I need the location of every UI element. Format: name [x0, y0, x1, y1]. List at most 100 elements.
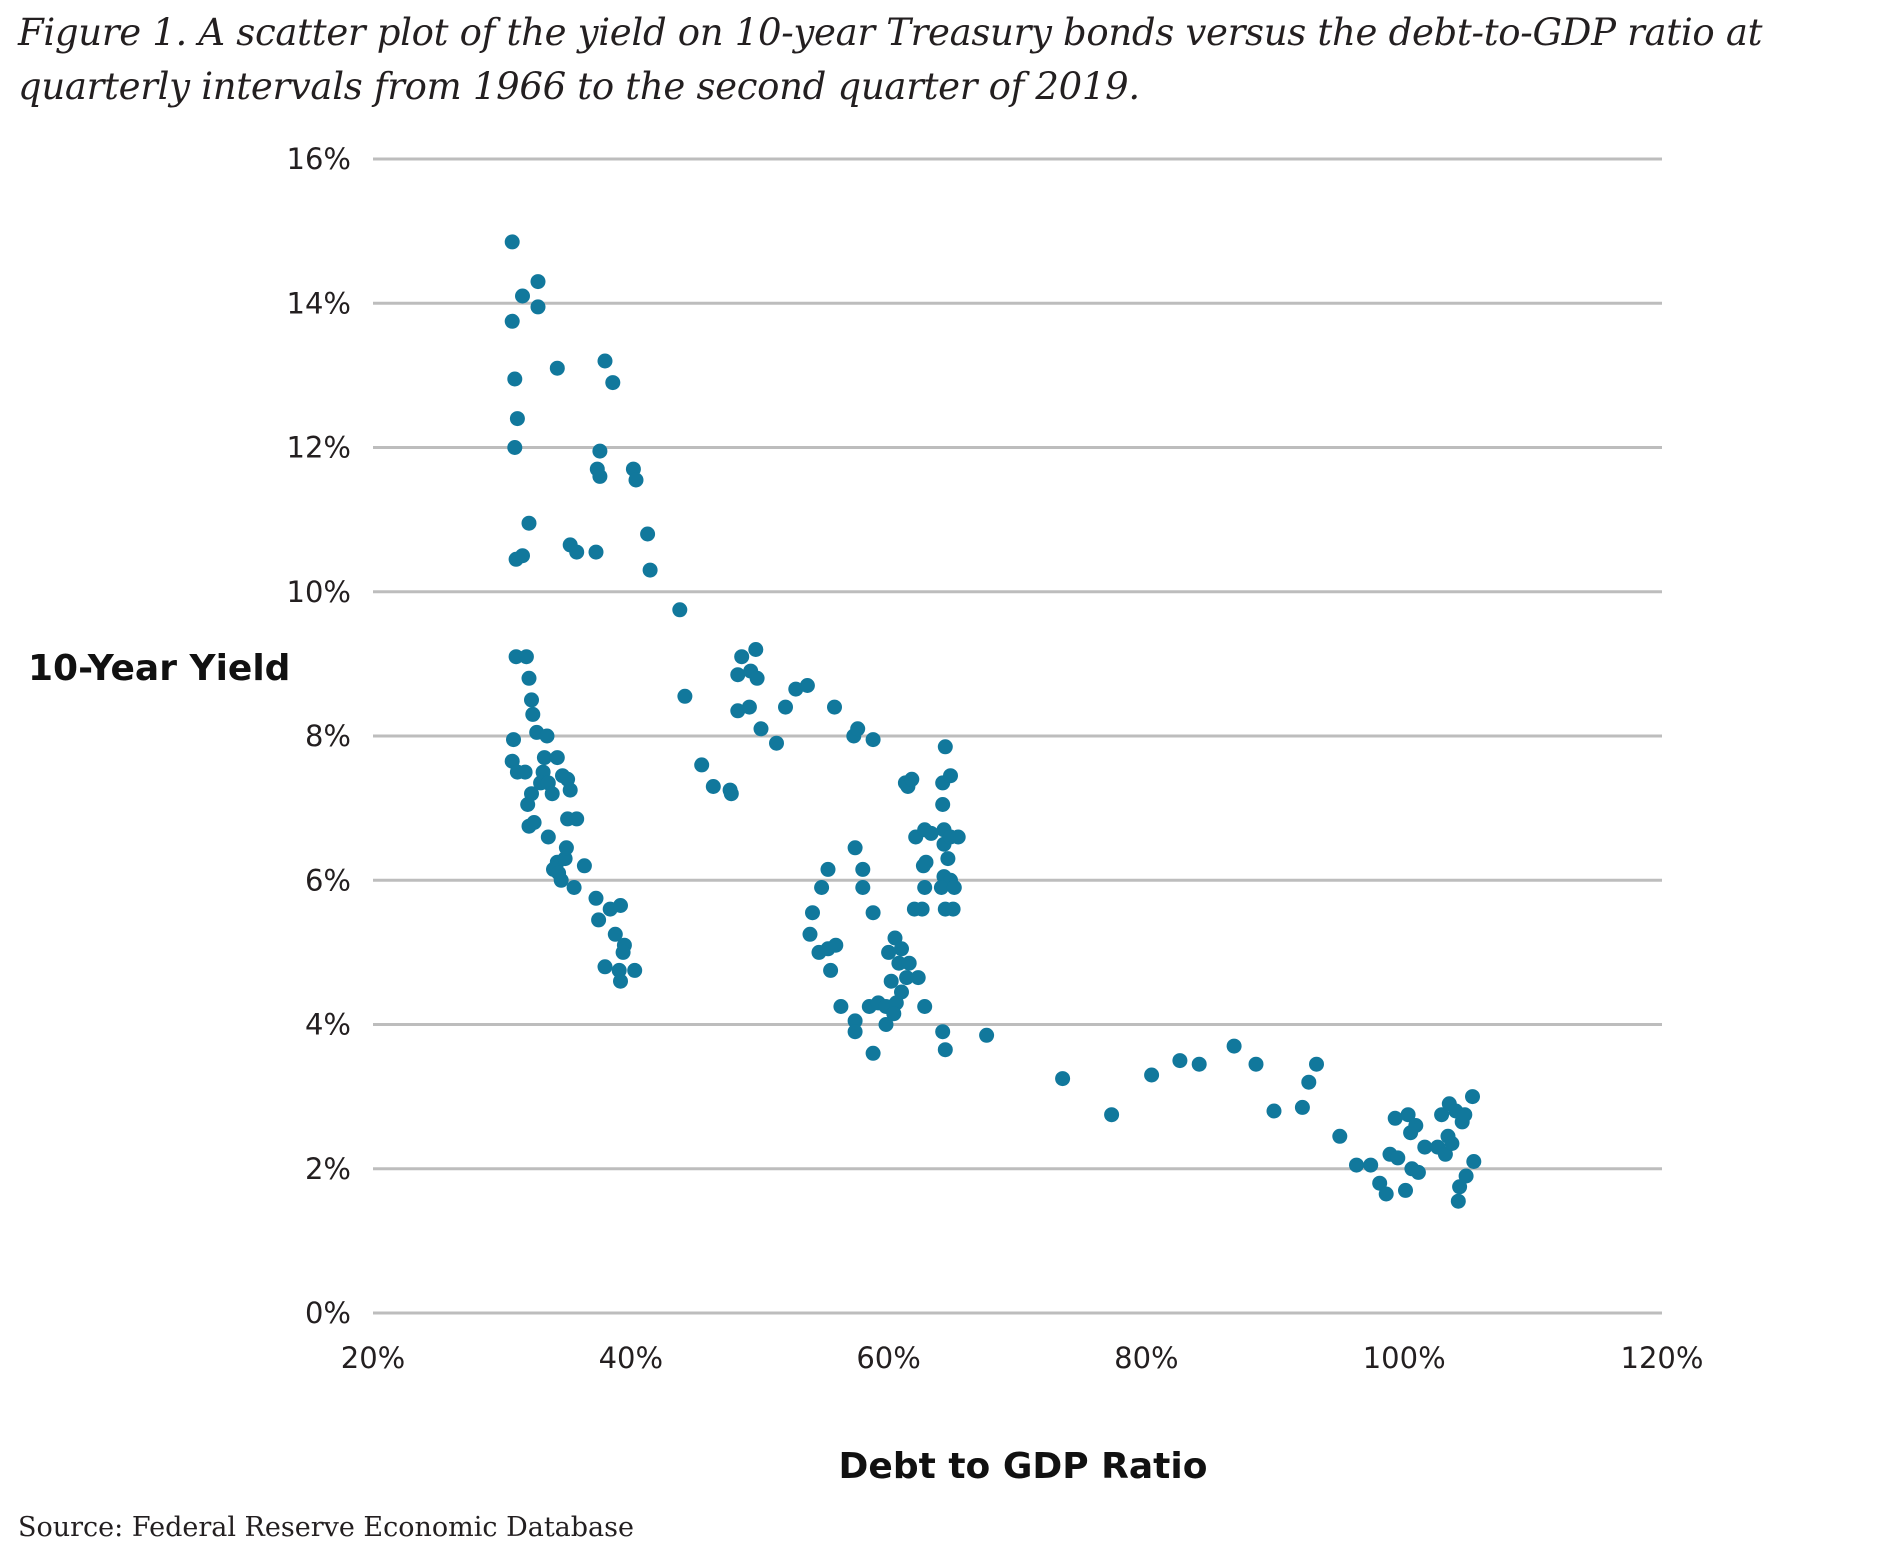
data-point	[549, 750, 565, 766]
data-point	[734, 649, 750, 665]
data-point	[878, 1017, 894, 1032]
y-axis-title: 10-Year Yield	[28, 648, 290, 689]
data-point	[946, 880, 962, 895]
data-point	[891, 955, 907, 971]
data-point	[1450, 1193, 1466, 1209]
x-tick-label: 120%	[1621, 1341, 1704, 1375]
x-axis-title: Debt to GDP Ratio	[839, 1446, 1208, 1487]
data-point	[504, 313, 520, 329]
data-point	[597, 353, 613, 369]
data-point	[1390, 1150, 1406, 1166]
data-point	[520, 797, 536, 812]
data-point	[569, 811, 585, 827]
data-point	[1408, 1118, 1424, 1133]
data-point	[1417, 1139, 1433, 1155]
data-point	[1055, 1071, 1071, 1087]
data-point	[881, 944, 897, 960]
data-point	[855, 880, 871, 895]
data-point	[749, 670, 765, 686]
data-point	[517, 764, 533, 780]
data-point	[887, 930, 903, 946]
data-point	[1458, 1168, 1474, 1184]
data-point	[730, 703, 746, 719]
data-point	[886, 1006, 902, 1022]
data-point	[1363, 1157, 1379, 1173]
y-tick-label: 4%	[305, 1008, 351, 1042]
data-point	[521, 670, 537, 686]
data-point	[823, 962, 839, 978]
data-point	[723, 786, 739, 802]
data-point	[769, 735, 784, 751]
data-point	[850, 721, 866, 737]
source-note: Source: Federal Reserve Economic Databas…	[18, 1512, 634, 1543]
data-point	[1452, 1179, 1468, 1195]
data-point	[613, 898, 628, 913]
data-point	[640, 526, 656, 542]
data-point	[901, 955, 917, 971]
data-point	[642, 562, 658, 578]
data-point	[899, 970, 915, 986]
scatter-chart: 0% 2% 4% 6% 8% 10% 12% 14% 16% 20% 40% 60% 80% 100% 1…	[28, 142, 1704, 1487]
data-point	[558, 840, 574, 856]
data-point	[705, 779, 721, 794]
data-point	[1309, 1056, 1324, 1072]
data-point	[507, 371, 523, 387]
data-point	[918, 854, 934, 870]
data-point	[1294, 1099, 1310, 1115]
data-point	[1301, 1074, 1317, 1090]
data-point	[778, 699, 793, 715]
data-point	[507, 440, 523, 455]
data-point	[935, 797, 951, 812]
data-point	[933, 880, 949, 895]
data-points	[504, 234, 1482, 1209]
data-point	[576, 858, 592, 874]
data-point	[865, 905, 881, 921]
data-point	[865, 1045, 881, 1061]
x-tick-label: 100%	[1363, 1341, 1446, 1375]
data-point	[515, 548, 530, 564]
data-point	[833, 999, 849, 1014]
data-point	[847, 840, 863, 856]
data-point	[917, 999, 933, 1014]
data-point	[1332, 1128, 1348, 1144]
data-point	[1398, 1182, 1413, 1198]
data-point	[935, 1024, 951, 1040]
data-point	[788, 681, 804, 697]
data-point	[549, 360, 565, 376]
data-point	[937, 1042, 953, 1058]
data-point	[607, 926, 623, 942]
data-point	[945, 901, 961, 917]
y-tick-label: 12%	[287, 431, 351, 465]
data-point	[597, 959, 613, 975]
data-point	[504, 234, 520, 250]
data-point	[628, 472, 644, 488]
data-point	[515, 288, 530, 304]
x-tick-label: 20%	[341, 1341, 405, 1375]
data-point	[569, 544, 585, 560]
y-axis-tick-labels: 0% 2% 4% 6% 8% 10% 12% 14% 16%	[287, 142, 351, 1330]
data-point	[1434, 1107, 1450, 1123]
data-point	[894, 941, 909, 957]
data-point	[508, 649, 524, 665]
data-point	[672, 602, 688, 618]
data-point	[566, 880, 582, 895]
data-point	[943, 768, 958, 784]
data-point	[1465, 1089, 1480, 1105]
data-point	[923, 825, 939, 841]
data-point	[828, 937, 844, 953]
data-point	[1266, 1103, 1282, 1119]
data-point	[553, 872, 569, 888]
y-tick-label: 14%	[287, 286, 351, 320]
data-point	[605, 375, 621, 391]
data-point	[814, 880, 830, 895]
data-point	[741, 699, 757, 715]
data-point	[1444, 1136, 1460, 1151]
data-point	[802, 926, 818, 942]
data-point	[544, 786, 560, 802]
data-point	[730, 667, 746, 683]
data-point	[917, 880, 933, 895]
data-point	[1104, 1107, 1120, 1123]
data-point	[865, 732, 881, 748]
data-point	[694, 757, 710, 773]
data-point	[536, 750, 552, 766]
